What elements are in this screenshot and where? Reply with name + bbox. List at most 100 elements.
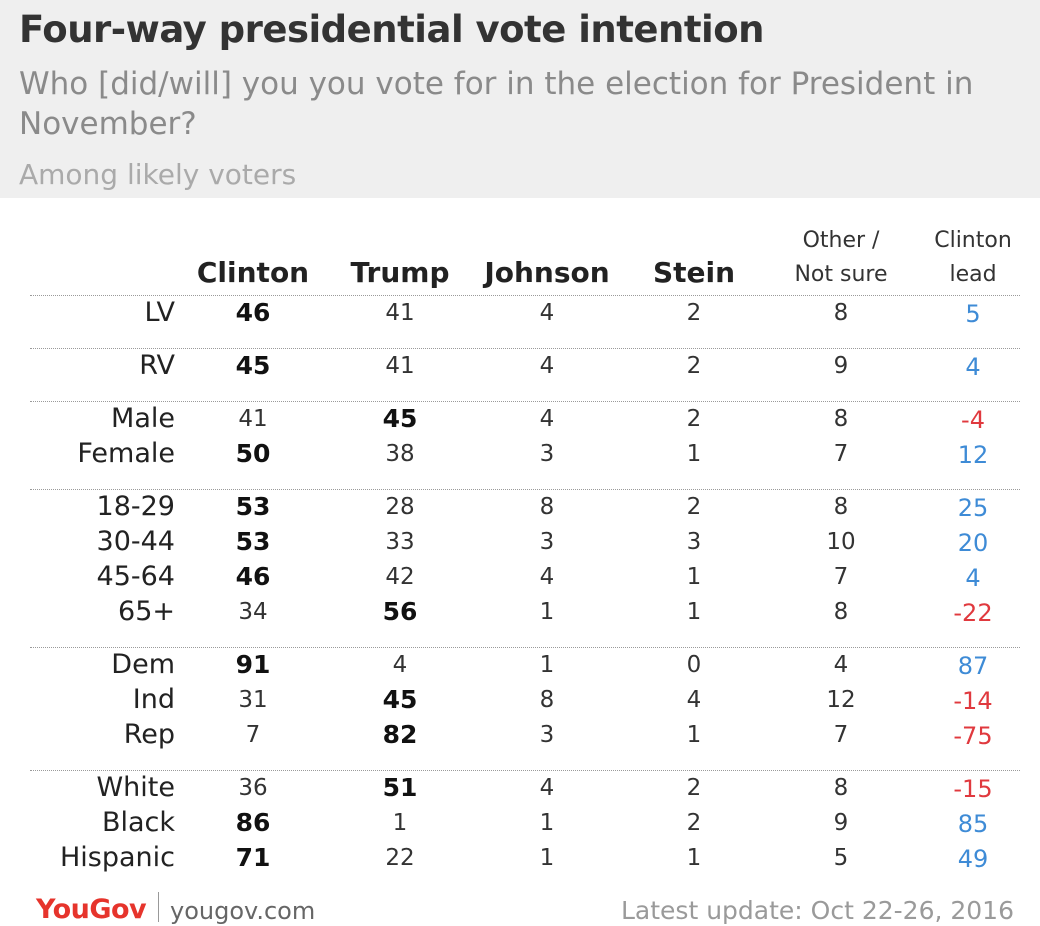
group-separator [30,295,1020,296]
clinton-lead-value: 87 [957,652,989,680]
cell-value: 53 [235,492,271,521]
cell-value: 1 [686,599,702,625]
cell-value: 46 [235,298,271,327]
clinton-lead-value: -14 [953,687,993,715]
cell-value: 3 [539,529,555,555]
cell-value: 8 [833,300,849,326]
row-label: Ind [132,684,175,715]
cell-value: 7 [833,441,849,467]
cell-value: 22 [385,845,415,871]
group-separator [30,770,1020,771]
cell-value: 86 [235,808,271,837]
clinton-lead-value: -22 [953,599,993,627]
cell-value: 45 [235,351,271,380]
cell-value: 1 [686,722,702,748]
cell-value: 4 [833,652,849,678]
cell-value: 45 [382,404,418,433]
row-label: Hispanic [59,842,175,873]
cell-value: 41 [385,353,415,379]
clinton-lead-value: -15 [953,775,993,803]
chart-subtitle: Who [did/will] you you vote for in the e… [19,66,974,142]
cell-value: 8 [539,687,555,713]
cell-value: 1 [392,810,408,836]
cell-value: 50 [235,439,271,468]
cell-value: 9 [833,810,849,836]
row-label: White [96,772,175,803]
cell-value: 7 [833,722,849,748]
column-header-stein: Stein [652,256,736,289]
row-label: 30-44 [96,526,175,557]
cell-value: 4 [539,353,555,379]
cell-value: 8 [833,775,849,801]
cell-value: 41 [385,300,415,326]
cell-value: 2 [686,775,702,801]
column-header-other: Other / Not sure [766,224,916,292]
row-label: Female [77,438,175,469]
cell-value: 12 [826,687,856,713]
cell-value: 5 [833,845,849,871]
cell-value: 10 [826,529,856,555]
column-header-other-line: Not sure [794,262,888,287]
cell-value: 34 [238,599,268,625]
clinton-lead-value: 20 [957,529,989,557]
footer-site: yougov.com [170,897,316,925]
cell-value: 3 [686,529,702,555]
latest-update: Latest update: Oct 22-26, 2016 [621,896,1014,925]
cell-value: 56 [382,597,418,626]
row-label: Male [111,403,175,434]
cell-value: 38 [385,441,415,467]
cell-value: 8 [833,599,849,625]
cell-value: 42 [385,564,415,590]
cell-value: 1 [686,845,702,871]
clinton-lead-value: 12 [957,441,989,469]
cell-value: 2 [686,494,702,520]
cell-value: 1 [539,810,555,836]
cell-value: 3 [539,722,555,748]
clinton-lead-value: 25 [957,494,989,522]
cell-value: 33 [385,529,415,555]
cell-value: 4 [539,775,555,801]
cell-value: 41 [238,406,268,432]
row-label: 45-64 [96,561,175,592]
cell-value: 1 [686,441,702,467]
cell-value: 1 [539,652,555,678]
column-header-lead: Clinton lead [918,224,1028,292]
clinton-lead-value: -4 [961,406,985,434]
column-header-lead-line: lead [949,262,997,287]
cell-value: 1 [539,599,555,625]
cell-value: 4 [686,687,702,713]
cell-value: 2 [686,353,702,379]
cell-value: 8 [539,494,555,520]
cell-value: 0 [686,652,702,678]
cell-value: 7 [245,722,261,748]
cell-value: 45 [382,685,418,714]
row-label: 18-29 [96,491,175,522]
cell-value: 3 [539,441,555,467]
row-label: LV [144,297,175,328]
cell-value: 8 [833,406,849,432]
cell-value: 51 [382,773,418,802]
row-label: Dem [111,649,175,680]
cell-value: 7 [833,564,849,590]
chart-note: Among likely voters [19,158,297,191]
clinton-lead-value: 5 [965,300,981,328]
column-header-lead-line: Clinton [934,228,1012,253]
column-header-clinton: Clinton [196,256,310,289]
clinton-lead-value: 4 [965,564,981,592]
footer-divider [158,892,159,922]
group-separator [30,401,1020,402]
column-header-trump: Trump [350,256,450,289]
cell-value: 91 [235,650,271,679]
row-label: Black [101,807,175,838]
cell-value: 2 [686,406,702,432]
cell-value: 8 [833,494,849,520]
clinton-lead-value: 49 [957,845,989,873]
clinton-lead-value: 85 [957,810,989,838]
column-header-johnson: Johnson [484,256,610,289]
row-label: RV [139,350,175,381]
group-separator [30,348,1020,349]
row-label: Rep [123,719,175,750]
row-label: 65+ [118,596,175,627]
cell-value: 28 [385,494,415,520]
cell-value: 46 [235,562,271,591]
